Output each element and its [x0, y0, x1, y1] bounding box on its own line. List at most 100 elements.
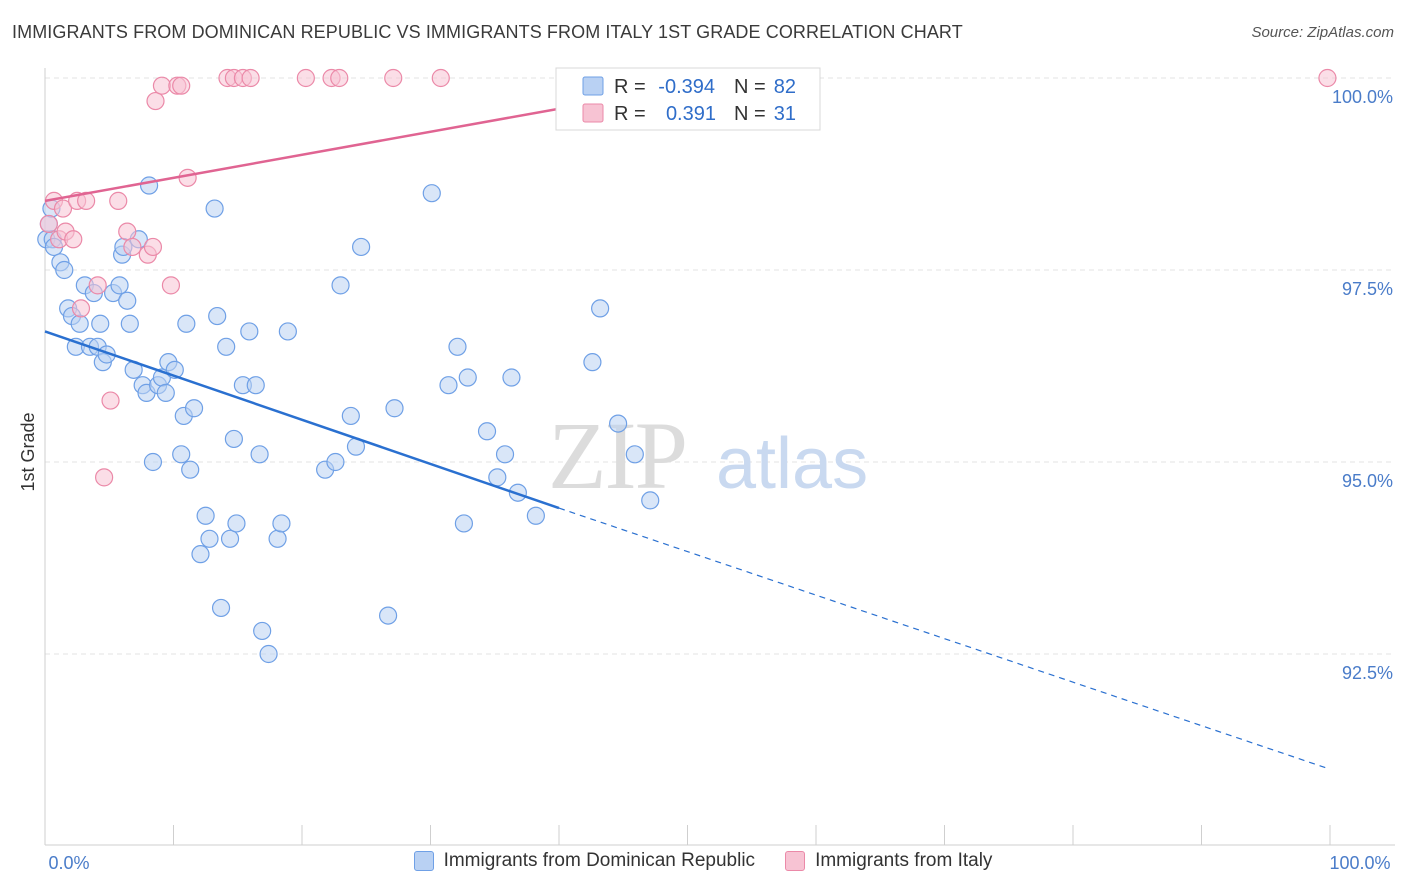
point-dominican-51: [240, 322, 259, 341]
point-dominican-81: [625, 445, 644, 464]
point-dominican-75: [502, 368, 521, 387]
watermark: ZIP atlas: [548, 402, 868, 509]
point-italy-10: [95, 468, 114, 487]
point-dominican-67: [422, 184, 441, 203]
point-dominican-44: [208, 306, 227, 326]
point-italy-16: [143, 237, 163, 257]
point-dominican-35: [172, 445, 191, 464]
source-credit: Source: ZipAtlas.com: [1251, 24, 1394, 41]
point-italy-19: [161, 276, 181, 295]
legend: Immigrants from Dominican Republic Immig…: [0, 850, 1406, 872]
point-dominican-60: [326, 452, 345, 472]
point-dominican-55: [259, 644, 278, 664]
point-dominican-61: [331, 276, 350, 295]
stats-swatch-italy: [582, 103, 604, 123]
point-dominican-62: [341, 406, 360, 426]
point-italy-21: [172, 76, 191, 95]
point-dominican-39: [184, 399, 204, 418]
stats-r-label-2: R =: [614, 103, 646, 125]
trend-line-dominican: [44, 330, 560, 510]
point-dominican-46: [217, 337, 236, 356]
stats-r-value-italy: 0.391: [666, 103, 716, 125]
y-tick-label-3: 100.0%: [1332, 87, 1393, 107]
legend-label-italy: Immigrants from Italy: [815, 850, 993, 871]
point-italy-11: [101, 391, 120, 410]
point-italy-17: [146, 91, 165, 111]
point-dominican-10: [70, 314, 89, 333]
legend-item-dominican: Immigrants from Dominican Republic: [413, 850, 756, 872]
point-dominican-48: [224, 429, 243, 449]
point-italy-29: [330, 68, 349, 88]
stats-n-label-1: N =: [734, 76, 766, 98]
point-dominican-42: [200, 529, 219, 548]
y-tick-label-0: 92.5%: [1342, 663, 1393, 683]
point-dominican-52: [246, 376, 265, 395]
point-dominican-80: [609, 414, 628, 433]
point-dominican-40: [191, 545, 210, 564]
point-dominican-54: [253, 621, 272, 641]
chart-title: IMMIGRANTS FROM DOMINICAN REPUBLIC VS IM…: [12, 22, 963, 42]
point-dominican-74: [495, 445, 515, 464]
point-dominican-41: [196, 506, 215, 525]
point-dominican-65: [378, 606, 398, 625]
data-points: [37, 68, 1337, 664]
x-tick-label-1: 100.0%: [1329, 853, 1390, 873]
point-italy-5: [64, 230, 83, 249]
point-italy-14: [123, 237, 142, 257]
point-dominican-53: [250, 445, 269, 464]
point-dominican-66: [385, 399, 404, 418]
point-dominican-47: [220, 529, 240, 548]
point-dominican-82: [641, 491, 660, 510]
point-dominican-37: [177, 314, 196, 333]
trend-line-italy: [44, 107, 560, 203]
point-italy-18: [152, 76, 172, 95]
stats-r-label-1: R =: [614, 76, 646, 98]
point-dominican-22: [118, 291, 137, 310]
legend-label-dominican: Immigrants from Dominican Republic: [443, 850, 756, 871]
point-dominican-19: [110, 276, 129, 295]
point-dominican-57: [272, 514, 291, 533]
point-dominican-43: [205, 199, 224, 218]
stats-box: R = -0.394 N = 82 R = 0.391 N = 31: [555, 67, 821, 131]
point-dominican-45: [211, 598, 231, 618]
point-dominican-49: [227, 514, 246, 533]
point-dominican-15: [91, 314, 110, 333]
point-dominican-58: [278, 322, 297, 341]
point-italy-3: [53, 199, 73, 218]
legend-swatch-italy: [785, 851, 806, 871]
point-italy-0: [39, 214, 58, 234]
point-dominican-77: [526, 506, 545, 525]
point-dominican-32: [156, 383, 175, 402]
point-italy-13: [118, 222, 137, 241]
stats-n-value-dominican: 82: [774, 76, 796, 98]
point-dominican-68: [439, 376, 458, 395]
point-italy-22: [178, 168, 197, 187]
trend-lines: [44, 107, 1331, 770]
point-italy-26: [241, 68, 260, 88]
x-tick-label-0: 0.0%: [48, 853, 89, 873]
stats-r-value-dominican: -0.394: [658, 76, 715, 98]
y-axis-title: 1st Grade: [18, 412, 38, 491]
point-dominican-6: [55, 260, 74, 280]
y-tick-label-1: 95.0%: [1342, 471, 1393, 491]
axes: 92.5% 95.0% 97.5% 100.0% 0.0% 100.0%: [44, 68, 1395, 873]
point-dominican-29: [143, 452, 163, 472]
point-italy-32: [1318, 68, 1337, 88]
point-dominican-71: [458, 368, 477, 387]
point-dominican-38: [181, 460, 200, 479]
point-dominican-78: [583, 353, 602, 372]
legend-item-italy: Immigrants from Italy: [785, 850, 992, 872]
point-dominican-79: [591, 299, 610, 318]
point-dominican-64: [352, 237, 371, 257]
point-italy-9: [88, 276, 107, 295]
point-italy-31: [431, 68, 450, 88]
point-dominican-73: [488, 468, 507, 487]
stats-n-label-2: N =: [734, 103, 766, 125]
stats-n-value-italy: 31: [774, 103, 796, 125]
point-italy-12: [109, 191, 128, 210]
point-dominican-69: [448, 337, 467, 356]
point-italy-27: [296, 68, 315, 88]
point-dominican-70: [454, 514, 474, 533]
point-dominican-72: [477, 422, 497, 441]
